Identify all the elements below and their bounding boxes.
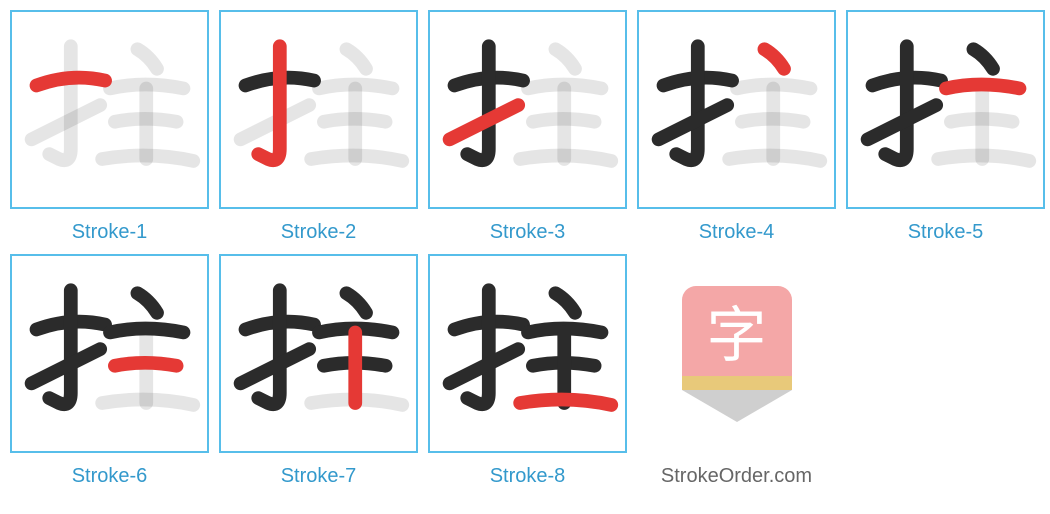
stroke-box-8	[428, 254, 627, 453]
stroke-cell-1: Stroke-1	[10, 10, 209, 244]
stroke-box-5	[846, 10, 1045, 209]
stroke-box-7	[219, 254, 418, 453]
stroke-label-3: Stroke-3	[490, 221, 566, 244]
logo-tip	[682, 390, 792, 422]
stroke-label-6: Stroke-6	[72, 465, 148, 488]
stroke-cell-7: Stroke-7	[219, 254, 418, 488]
logo: 字	[662, 279, 812, 429]
stroke-box-4	[637, 10, 836, 209]
logo-top: 字	[682, 286, 792, 376]
logo-band	[682, 376, 792, 390]
stroke-cell-4: Stroke-4	[637, 10, 836, 244]
stroke-box-6	[10, 254, 209, 453]
stroke-grid: Stroke-1 Stroke-2 Stroke-3 Stroke-4 Stroke-5…	[10, 10, 1050, 488]
stroke-label-4: Stroke-4	[699, 221, 775, 244]
watermark-box: 字	[637, 254, 836, 453]
stroke-label-8: Stroke-8	[490, 465, 566, 488]
stroke-label-1: Stroke-1	[72, 221, 148, 244]
watermark-cell: 字 StrokeOrder.com	[637, 254, 836, 488]
stroke-label-2: Stroke-2	[281, 221, 357, 244]
stroke-cell-8: Stroke-8	[428, 254, 627, 488]
stroke-box-1	[10, 10, 209, 209]
stroke-label-7: Stroke-7	[281, 465, 357, 488]
stroke-cell-5: Stroke-5	[846, 10, 1045, 244]
stroke-cell-6: Stroke-6	[10, 254, 209, 488]
stroke-box-2	[219, 10, 418, 209]
stroke-cell-2: Stroke-2	[219, 10, 418, 244]
stroke-label-5: Stroke-5	[908, 221, 984, 244]
watermark-label: StrokeOrder.com	[661, 465, 812, 488]
logo-char: 字	[707, 287, 767, 374]
stroke-box-3	[428, 10, 627, 209]
stroke-cell-3: Stroke-3	[428, 10, 627, 244]
